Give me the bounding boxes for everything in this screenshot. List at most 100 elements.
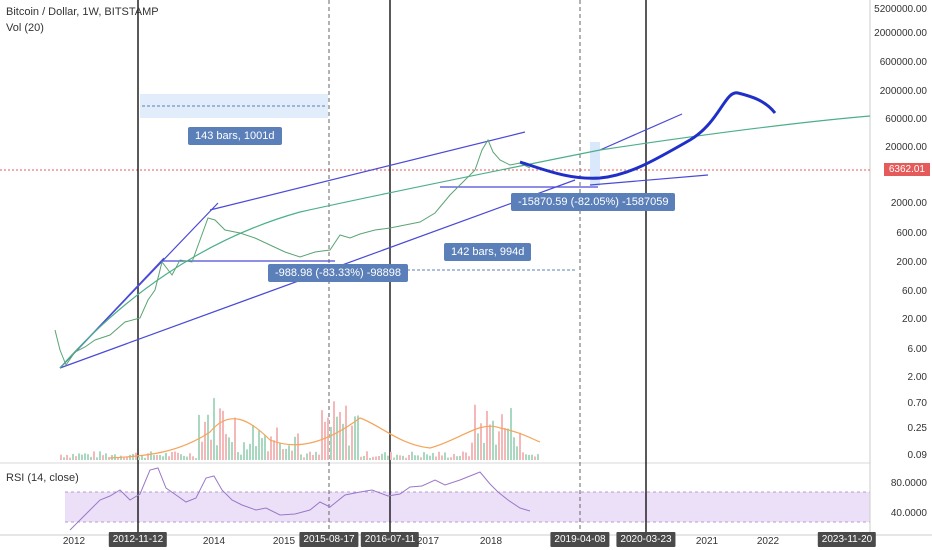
time-tick-label: 2015-08-17	[299, 532, 359, 547]
volume-bar	[360, 456, 362, 460]
price-tick-label: 20000.00	[885, 142, 927, 153]
volume-bar	[477, 433, 479, 460]
volume-bar	[273, 440, 275, 460]
date-range-label-1[interactable]: 143 bars, 1001d	[188, 127, 282, 145]
volume-bar	[534, 456, 536, 460]
volume-bar	[453, 453, 455, 460]
volume-bar	[429, 455, 431, 460]
volume-bar	[357, 415, 359, 460]
volume-bar	[234, 417, 236, 460]
time-tick-label: 2012-11-12	[108, 532, 168, 547]
chart-title: Bitcoin / Dollar, 1W, BITSTAMP	[6, 6, 159, 18]
volume-bar	[531, 454, 533, 460]
volume-bar	[330, 426, 332, 460]
volume-bar	[213, 398, 215, 460]
volume-bar	[507, 428, 509, 460]
volume-bar	[153, 455, 155, 460]
volume-bar	[60, 454, 62, 460]
volume-bar	[384, 452, 386, 460]
volume-bar	[198, 414, 200, 460]
volume-bar	[150, 451, 152, 460]
price-tick-label: 600000.00	[879, 57, 927, 68]
volume-bar	[405, 457, 407, 460]
volume-bar	[516, 446, 518, 460]
volume-bar	[522, 452, 524, 460]
time-tick-label: 2019-04-08	[550, 532, 610, 547]
volume-bar	[417, 455, 419, 460]
volume-bar	[231, 442, 233, 460]
volume-bar	[450, 457, 452, 460]
lower-channel-2[interactable]	[589, 174, 709, 186]
volume-bar	[123, 457, 125, 460]
volume-bar	[513, 437, 515, 460]
volume-bar	[141, 454, 143, 460]
volume-bar	[297, 433, 299, 460]
volume-bar	[411, 451, 413, 460]
price-tick-label: 2000000.00	[874, 28, 927, 39]
price-tick-label: 2000.00	[890, 198, 927, 209]
volume-bar	[348, 445, 350, 460]
volume-bar	[156, 455, 158, 460]
volume-bar	[105, 453, 107, 460]
volume-bar	[504, 428, 506, 460]
volume-bar	[180, 454, 182, 460]
volume-bar	[162, 456, 164, 460]
time-tick-label: 2012	[62, 536, 86, 547]
volume-bar	[339, 411, 341, 460]
volume-bar	[408, 454, 410, 460]
volume-bar	[420, 457, 422, 460]
volume-bar	[291, 450, 293, 460]
volume-bar	[468, 456, 470, 460]
upper-channel-1[interactable]	[209, 131, 526, 211]
volume-bar	[426, 454, 428, 460]
volume-bar	[171, 452, 173, 460]
volume-bar	[324, 421, 326, 460]
current-price-tag: 6362.01	[883, 163, 930, 176]
volume-bar	[528, 454, 530, 460]
date-range-label-2[interactable]: 142 bars, 994d	[444, 243, 532, 261]
volume-bar	[72, 453, 74, 460]
volume-bar	[294, 436, 296, 460]
volume-bar	[81, 454, 83, 460]
volume-bar	[336, 416, 338, 460]
volume-bar	[486, 410, 488, 460]
volume-bar	[207, 414, 209, 460]
rsi-tick-label: 40.0000	[890, 508, 927, 519]
price-range-box[interactable]	[590, 142, 600, 186]
volume-bar	[351, 425, 353, 460]
volume-bar	[282, 449, 284, 460]
volume-bar	[399, 455, 401, 460]
volume-bar	[168, 456, 170, 460]
volume-bar	[498, 431, 500, 460]
volume-bar	[93, 451, 95, 460]
price-tick-label: 600.00	[896, 228, 927, 239]
volume-bar	[315, 451, 317, 460]
price-tick-label: 200000.00	[879, 86, 927, 97]
forecast-curve[interactable]	[519, 91, 777, 180]
volume-bar	[393, 457, 395, 460]
volume-bar	[510, 408, 512, 460]
volume-bar	[96, 457, 98, 460]
volume-bar	[369, 457, 371, 460]
price-tick-label: 60.00	[901, 286, 927, 297]
time-tick-label: 2015	[272, 536, 296, 547]
log-growth-curve[interactable]	[59, 115, 871, 369]
price-drop-label-1[interactable]: -988.98 (-83.33%) -98898	[268, 264, 408, 282]
volume-bar	[537, 454, 539, 460]
volume-bar	[216, 445, 218, 460]
volume-bar	[210, 439, 212, 460]
volume-bar	[84, 453, 86, 460]
upper-channel-2[interactable]	[599, 113, 683, 151]
volume-bar	[165, 452, 167, 460]
time-tick-label: 2018	[479, 536, 503, 547]
volume-bar	[279, 442, 281, 460]
price-series[interactable]	[54, 138, 531, 367]
volume-bar	[402, 455, 404, 460]
volume-bar	[225, 434, 227, 460]
volume-bar	[309, 451, 311, 460]
volume-bar	[174, 451, 176, 460]
volume-bar	[144, 457, 146, 460]
price-tick-label: 200.00	[896, 257, 927, 268]
price-drop-label-2[interactable]: -15870.59 (-82.05%) -1587059	[511, 193, 676, 211]
